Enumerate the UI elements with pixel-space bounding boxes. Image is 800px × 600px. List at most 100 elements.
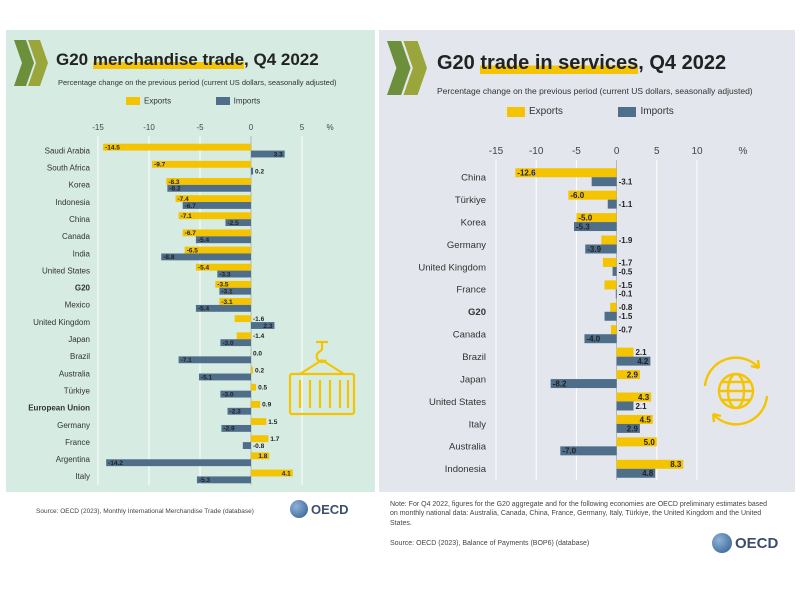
- exports-value-label: -12.6: [517, 169, 536, 178]
- imports-bar: [616, 468, 656, 478]
- imports-value-label: -2.5: [228, 220, 240, 227]
- category-label: France: [65, 438, 90, 447]
- exports-bar: [616, 392, 652, 402]
- category-label: Brazil: [462, 352, 486, 363]
- imports-bar: [217, 270, 251, 278]
- exports-bar: [604, 280, 617, 290]
- category-label: Germany: [447, 240, 486, 251]
- category-label: G20: [468, 307, 486, 318]
- imports-bar: [560, 446, 617, 456]
- category-label: France: [456, 285, 486, 296]
- category-label: South Africa: [47, 164, 91, 173]
- services-trade-chart: -15 -10 -5 0 5 10 % China -12.6 -3.1 Türkiye -6.0 -1…: [418, 146, 748, 480]
- oecd-globe-icon: [290, 500, 308, 518]
- exports-bar: [515, 168, 617, 178]
- imports-bar: [251, 322, 275, 329]
- imports-value-label: -5.4: [198, 237, 210, 244]
- exports-value-label: -1.4: [253, 333, 265, 340]
- imports-value-label: -7.1: [181, 357, 193, 364]
- imports-bar: [584, 334, 617, 344]
- exports-bar: [236, 332, 251, 340]
- imports-value-label: -5.4: [198, 306, 210, 313]
- category-label: Canada: [453, 330, 487, 341]
- imports-bar: [161, 253, 251, 261]
- exports-value-label: -1.5: [619, 281, 633, 290]
- exports-bar: [182, 229, 251, 237]
- exports-bar: [251, 435, 269, 443]
- imports-value-label: -1.1: [619, 200, 633, 209]
- exports-bar: [251, 469, 293, 477]
- category-label: Korea: [69, 181, 91, 190]
- exports-value-label: 8.3: [670, 460, 682, 469]
- imports-value-label: 4.2: [637, 357, 649, 366]
- category-label: Türkiye: [455, 195, 486, 206]
- imports-bar: [585, 244, 617, 254]
- exports-bar: [166, 178, 251, 185]
- exports-bar: [251, 383, 257, 391]
- oecd-chevron-mark: [387, 40, 427, 96]
- legend-exports: Exports: [507, 106, 563, 117]
- imports-bar: [220, 339, 251, 347]
- exports-value-label: 0.9: [262, 402, 271, 409]
- imports-value-label: 3.3: [274, 151, 283, 158]
- exports-bar: [234, 315, 251, 323]
- exports-value-label: -3.1: [221, 299, 233, 306]
- imports-bar: [251, 167, 254, 175]
- imports-bar: [196, 476, 251, 484]
- imports-bar: [221, 424, 251, 432]
- category-label: Canada: [62, 232, 91, 241]
- imports-swatch: [618, 106, 637, 117]
- exports-value-label: 1.8: [258, 453, 267, 460]
- imports-bar: [616, 356, 651, 366]
- x-tick-label: 0: [614, 146, 620, 157]
- category-label: Germany: [57, 421, 90, 430]
- merchandise-legend: Exports Imports: [126, 96, 260, 105]
- exports-value-label: 2.9: [627, 370, 639, 379]
- imports-bar: [612, 266, 617, 276]
- imports-value-label: -14.2: [108, 460, 123, 467]
- exports-value-label: -1.6: [253, 316, 265, 323]
- exports-value-label: 1.5: [268, 419, 277, 426]
- category-label: Australia: [449, 442, 487, 453]
- x-tick-label: -10: [143, 123, 155, 132]
- x-tick-label: 10: [691, 146, 703, 157]
- exports-bar: [568, 190, 617, 200]
- services-source-note: Source: OECD (2023), Balance of Payments…: [390, 540, 590, 547]
- exports-value-label: -5.0: [578, 213, 592, 222]
- exports-value-label: 4.5: [640, 415, 652, 424]
- imports-bar: [227, 407, 251, 415]
- exports-bar: [616, 414, 653, 424]
- merchandise-trade-chart: -15 -10 -5 0 5 % Saudi Arabia -14.5 3.3 South Afr…: [28, 123, 334, 485]
- services-legend: Exports Imports: [507, 106, 674, 117]
- imports-bar: [251, 150, 285, 158]
- imports-value-label: -5.3: [576, 222, 590, 231]
- exports-bar: [251, 418, 267, 425]
- exports-value-label: -6.7: [185, 230, 197, 237]
- category-label: Argentina: [56, 455, 91, 464]
- category-label: India: [73, 249, 91, 258]
- imports-swatch: [215, 96, 230, 105]
- imports-value-label: -0.5: [619, 267, 633, 276]
- exports-bar: [103, 143, 251, 151]
- oecd-logo-right: OECD: [712, 533, 778, 553]
- imports-value-label: -3.0: [222, 340, 234, 347]
- category-label: Italy: [469, 419, 487, 430]
- category-label: China: [461, 173, 487, 184]
- imports-value-label: -3.1: [221, 289, 233, 296]
- x-tick-label: 5: [300, 123, 305, 132]
- exports-bar: [251, 452, 270, 460]
- category-label: United Kingdom: [418, 262, 486, 273]
- imports-value-label: -5.1: [201, 374, 213, 381]
- services-chart-subtitle: Percentage change on the previous period…: [437, 86, 753, 96]
- exports-value-label: 4.1: [282, 470, 291, 477]
- exports-value-label: -9.7: [154, 162, 166, 169]
- exports-value-label: 0.5: [258, 385, 267, 392]
- globe-exchange-icon: [703, 356, 769, 426]
- imports-bar: [219, 287, 251, 295]
- services-trade-panel: G20 trade in services, Q4 2022 Percentag…: [379, 30, 795, 492]
- imports-value-label: -3.9: [587, 245, 601, 254]
- exports-bar: [616, 370, 640, 380]
- legend-exports: Exports: [126, 96, 171, 105]
- exports-value-label: -8.3: [168, 179, 180, 186]
- category-label: Japan: [460, 374, 486, 385]
